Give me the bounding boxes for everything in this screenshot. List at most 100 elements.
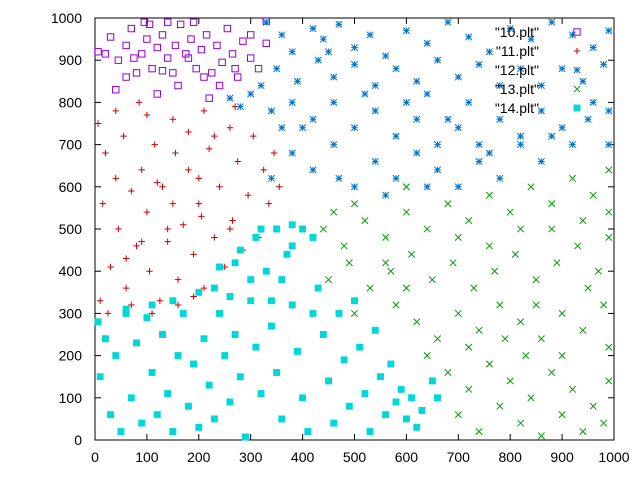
data-point: [470, 284, 478, 292]
data-point: [579, 77, 587, 85]
series-3-points: [319, 166, 613, 440]
data-point: [185, 166, 192, 174]
data-point: [350, 43, 359, 52]
data-point: [236, 246, 244, 254]
data-point: [192, 64, 200, 73]
data-point: [413, 115, 421, 123]
data-point: [605, 166, 613, 174]
data-point: [211, 132, 218, 140]
data-point: [605, 107, 613, 115]
legend-sample: [573, 104, 581, 112]
data-point: [115, 225, 122, 233]
data-point: [434, 394, 441, 402]
data-point: [101, 335, 109, 343]
data-point: [273, 65, 281, 73]
data-point: [392, 132, 400, 140]
legend-sample: [573, 85, 581, 93]
data-points: [94, 17, 613, 441]
data-point: [465, 217, 473, 225]
data-point: [293, 347, 301, 355]
data-point: [589, 402, 597, 410]
data-point: [135, 99, 143, 106]
data-point: [213, 41, 221, 50]
data-point: [325, 377, 333, 385]
data-point: [247, 31, 255, 39]
data-point: [319, 331, 327, 338]
data-point: [216, 309, 224, 317]
data-point: [454, 73, 462, 81]
data-point: [314, 284, 322, 292]
data-point: [231, 331, 239, 338]
data-point: [197, 45, 206, 54]
data-point: [288, 242, 296, 250]
data-point: [145, 20, 154, 29]
data-point: [218, 58, 226, 67]
data-point: [423, 183, 431, 191]
data-point: [454, 233, 462, 241]
data-point: [558, 65, 566, 73]
data-point: [361, 390, 369, 398]
data-point: [350, 183, 359, 191]
data-point: [382, 411, 390, 419]
data-point: [433, 141, 442, 149]
data-point: [454, 183, 462, 191]
data-point: [537, 81, 545, 90]
legend-label: "11.plt": [496, 43, 539, 59]
data-point: [169, 200, 177, 207]
data-point: [106, 33, 115, 41]
data-point: [174, 301, 182, 309]
data-point: [397, 385, 405, 393]
data-point: [216, 263, 224, 271]
data-point: [475, 60, 483, 68]
data-point: [226, 293, 234, 300]
data-point: [423, 225, 431, 233]
data-point: [132, 69, 141, 77]
data-point: [278, 31, 286, 39]
data-point: [195, 423, 203, 431]
data-point: [148, 64, 156, 73]
data-point: [579, 326, 587, 334]
data-point: [262, 267, 270, 275]
data-point: [117, 428, 125, 436]
data-point: [605, 233, 613, 241]
data-point: [537, 335, 545, 343]
data-point: [94, 318, 102, 326]
data-point: [122, 255, 130, 262]
data-point: [454, 309, 462, 317]
data-point: [605, 343, 613, 351]
data-point: [122, 309, 130, 317]
data-point: [130, 54, 138, 62]
data-point: [371, 81, 379, 90]
data-point: [413, 149, 421, 157]
data-point: [250, 132, 257, 140]
data-point: [104, 310, 112, 317]
data-point: [392, 174, 400, 182]
legend-sample: [573, 66, 581, 74]
data-point: [506, 208, 514, 216]
data-point: [257, 390, 265, 398]
data-point: [496, 174, 504, 182]
data-point: [190, 251, 197, 258]
data-point: [122, 284, 130, 292]
y-tick-label: 400: [59, 263, 83, 279]
data-point: [96, 373, 104, 381]
y-tick-label: 600: [59, 179, 83, 195]
data-point: [548, 200, 556, 208]
data-point: [200, 284, 208, 292]
data-point: [252, 343, 260, 351]
data-point: [236, 373, 244, 381]
data-point: [174, 81, 182, 90]
data-point: [319, 225, 327, 233]
data-point: [299, 225, 307, 233]
data-point: [159, 331, 166, 338]
data-point: [548, 368, 556, 377]
data-point: [485, 191, 493, 199]
data-point: [254, 64, 263, 73]
data-point: [605, 208, 613, 216]
data-point: [433, 166, 442, 174]
data-point: [107, 263, 114, 271]
data-point: [501, 335, 509, 343]
data-point: [392, 65, 400, 73]
data-point: [247, 54, 255, 62]
legend: "10.plt" "11.plt" "12.plt" "13.plt" "14.plt": [495, 24, 581, 116]
